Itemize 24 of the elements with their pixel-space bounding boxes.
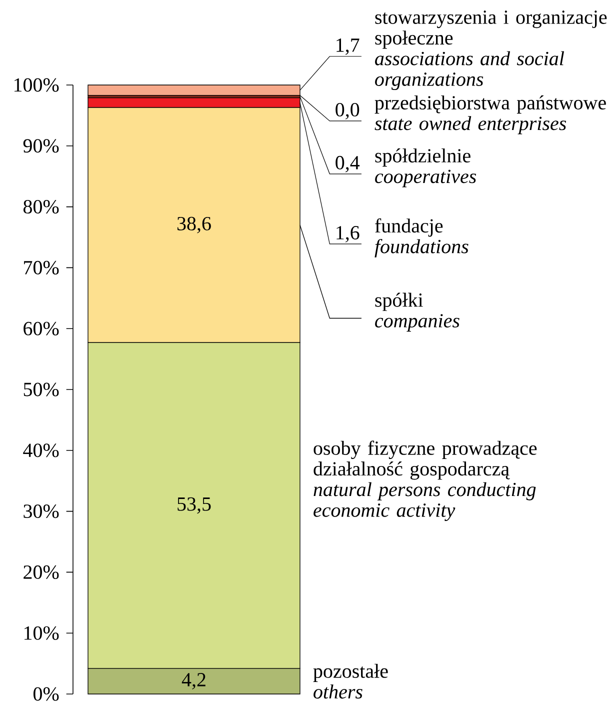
y-tick-label: 50% [24,382,59,396]
data-label: 1,6 [336,226,360,242]
data-label: 38,6 [177,216,211,234]
text: przedsiębiorstwa państwowe state owned enterprises [374,95,606,134]
data-label: 1,7 [336,38,360,55]
data-label: 0,4 [336,156,360,172]
text: spółki companies [375,292,460,332]
y-tick-label: 70% [24,260,59,274]
text: spółdzielnie cooperatives [375,148,476,188]
text: fundacje foundations [374,218,468,258]
data-label: 4,2 [182,673,206,690]
y-tick-label: 90% [23,139,59,153]
series-label: pozostałe others [313,664,388,699]
y-tick-label: 30% [24,504,59,518]
series-label: osoby fizyczne prowadzące działalność gospodarczą natural persons conducting economic activity [314,440,537,522]
y-tick-label: 100% [14,78,59,92]
text: 0,0 [336,102,360,120]
y-tick-label: 60% [24,322,59,336]
data-label: 53,5 [178,497,211,514]
y-tick-label: 40% [23,444,59,458]
y-tick-label: 80% [23,200,59,214]
y-tick-label: 20% [24,565,59,579]
y-tick-label: 10% [24,626,59,640]
y-tick-label: 0% [33,687,59,701]
